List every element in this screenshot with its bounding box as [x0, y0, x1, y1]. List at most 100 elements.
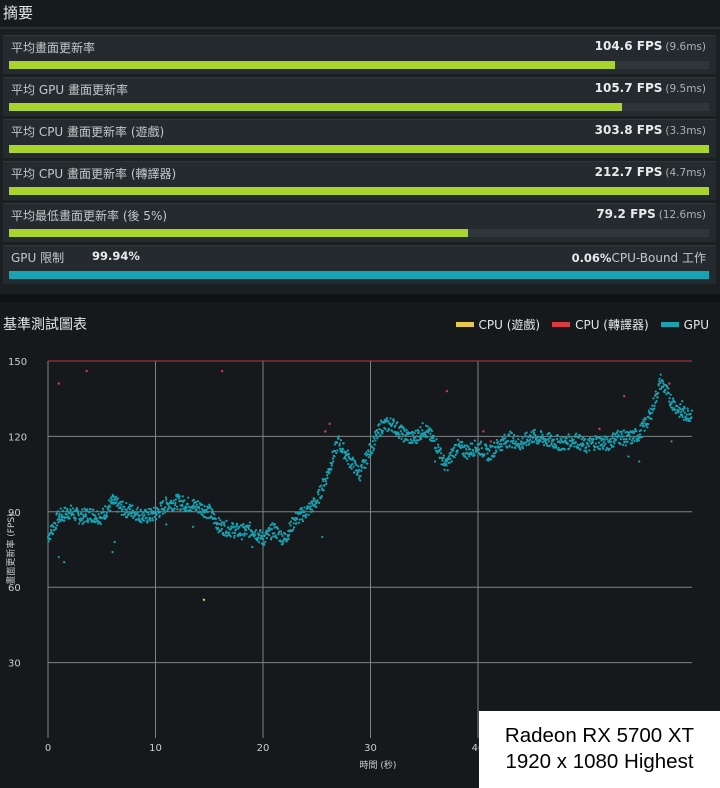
gpu-data-point: [434, 446, 437, 450]
gpu-data-point: [115, 501, 118, 504]
legend-item-gpu[interactable]: GPU: [660, 316, 709, 333]
gpu-data-point: [542, 436, 545, 439]
gpu-data-point: [524, 435, 527, 438]
gpu-data-point: [415, 435, 418, 438]
gpu-data-point: [514, 442, 517, 445]
gpu-data-point: [519, 448, 522, 451]
legend-item-cpu-game[interactable]: CPU (遊戲): [455, 316, 540, 333]
metric-bar-fill: [9, 61, 616, 69]
gpu-data-point: [266, 532, 269, 536]
gpu-data-point: [651, 404, 654, 407]
gpu-data-point: [531, 441, 534, 444]
gpu-data-point: [292, 528, 295, 531]
gpu-data-point: [484, 443, 487, 446]
metric-avg-gpu-framerate: 平均 GPU 畫面更新率 105.7 FPS (9.5ms): [3, 77, 716, 116]
gpu-data-point: [181, 504, 184, 508]
gpu-data-point: [99, 522, 103, 526]
legend-item-cpu-render[interactable]: CPU (轉譯器): [552, 316, 649, 333]
gpu-data-point: [506, 439, 510, 443]
gpu-data-point: [376, 437, 379, 440]
gpu-data-point: [310, 508, 313, 511]
gpu-data-point: [686, 407, 689, 410]
gpu-data-point: [577, 447, 580, 450]
gpu-data-point: [392, 419, 396, 423]
gpu-data-point: [677, 409, 680, 412]
gpu-data-point: [119, 500, 123, 504]
gpu-data-point: [71, 507, 75, 510]
gpu-data-point: [254, 533, 257, 536]
gpu-data-point: [51, 532, 55, 536]
gpu-data-point: [338, 444, 341, 447]
gpu-data-point: [549, 434, 553, 437]
gpu-data-point: [539, 436, 542, 439]
gpu-data-point: [500, 445, 503, 448]
gpu-data-point: [48, 532, 52, 535]
gpu-data-point: [627, 455, 630, 458]
gpu-data-point: [215, 526, 218, 529]
gpu-data-point: [126, 510, 129, 514]
gpu-data-point: [315, 505, 318, 509]
gpu-data-point: [431, 437, 435, 440]
gpu-data-point: [317, 493, 320, 496]
gpu-data-point: [520, 440, 523, 443]
gpu-data-point: [635, 430, 638, 433]
gpu-data-point: [79, 517, 82, 520]
gpu-data-point: [311, 510, 315, 513]
gpu-data-point: [409, 441, 412, 445]
gpu-data-point: [495, 438, 498, 442]
gpu-data-point: [597, 441, 601, 444]
gpu-data-point: [579, 435, 582, 438]
gpu-data-point: [671, 408, 674, 412]
gpu-data-point: [537, 442, 540, 445]
gpu-data-point: [52, 525, 55, 529]
gpu-data-point: [480, 447, 483, 450]
gpu-data-point: [181, 495, 184, 498]
gpu-data-point: [663, 391, 666, 394]
gpu-data-point: [619, 438, 622, 441]
gpu-data-point: [413, 436, 417, 439]
gpu-data-point: [268, 534, 271, 537]
gpu-data-point: [294, 511, 297, 514]
gpu-data-point: [378, 428, 381, 431]
gpu-data-point: [321, 478, 324, 481]
gpu-data-point: [183, 499, 186, 502]
gpu-data-point: [113, 497, 116, 501]
gpu-data-point: [58, 512, 61, 515]
gpu-data-point: [125, 501, 128, 505]
gpu-data-point: [360, 466, 364, 469]
gpu-data-point: [596, 445, 599, 448]
gpu-data-point: [603, 444, 606, 447]
gpu-data-point: [178, 495, 181, 498]
gpu-data-point: [116, 510, 119, 513]
gpu-data-point: [107, 499, 111, 502]
gpu-data-point: [678, 415, 681, 419]
metric-min-framerate: 平均最低畫面更新率 (後 5%) 79.2 FPS (12.6ms): [3, 203, 716, 242]
summary-panel: 摘要 平均畫面更新率 104.6 FPS (9.6ms) 平均 GPU 畫面更新率…: [0, 0, 720, 294]
gpu-data-point: [258, 541, 261, 544]
gpu-data-point: [59, 507, 62, 510]
gpu-data-point: [130, 511, 134, 514]
gpu-data-point: [203, 509, 206, 512]
gpu-data-point: [446, 469, 449, 472]
gpu-data-point: [125, 508, 128, 511]
gpu-data-point: [453, 456, 456, 459]
gpu-data-point: [533, 428, 536, 431]
gpu-data-point: [111, 550, 114, 554]
gpu-data-point: [164, 496, 167, 499]
gpu-data-point: [450, 451, 453, 454]
gpu-data-point: [177, 493, 180, 496]
gpu-data-point: [397, 431, 400, 434]
gpu-data-point: [630, 439, 634, 442]
gpu-data-point: [413, 431, 416, 434]
metric-bar-fill: [9, 145, 709, 153]
gpu-data-point: [661, 380, 664, 383]
gpu-data-point: [463, 444, 466, 447]
gpu-data-point: [554, 445, 558, 448]
metric-bar-fill: [9, 103, 622, 111]
gpu-data-point: [507, 433, 511, 436]
gpu-data-point: [174, 502, 177, 505]
gpu-data-point: [288, 522, 291, 525]
gpu-data-point: [177, 497, 181, 500]
gpu-data-point: [341, 449, 344, 452]
gpu-data-point: [402, 433, 405, 436]
